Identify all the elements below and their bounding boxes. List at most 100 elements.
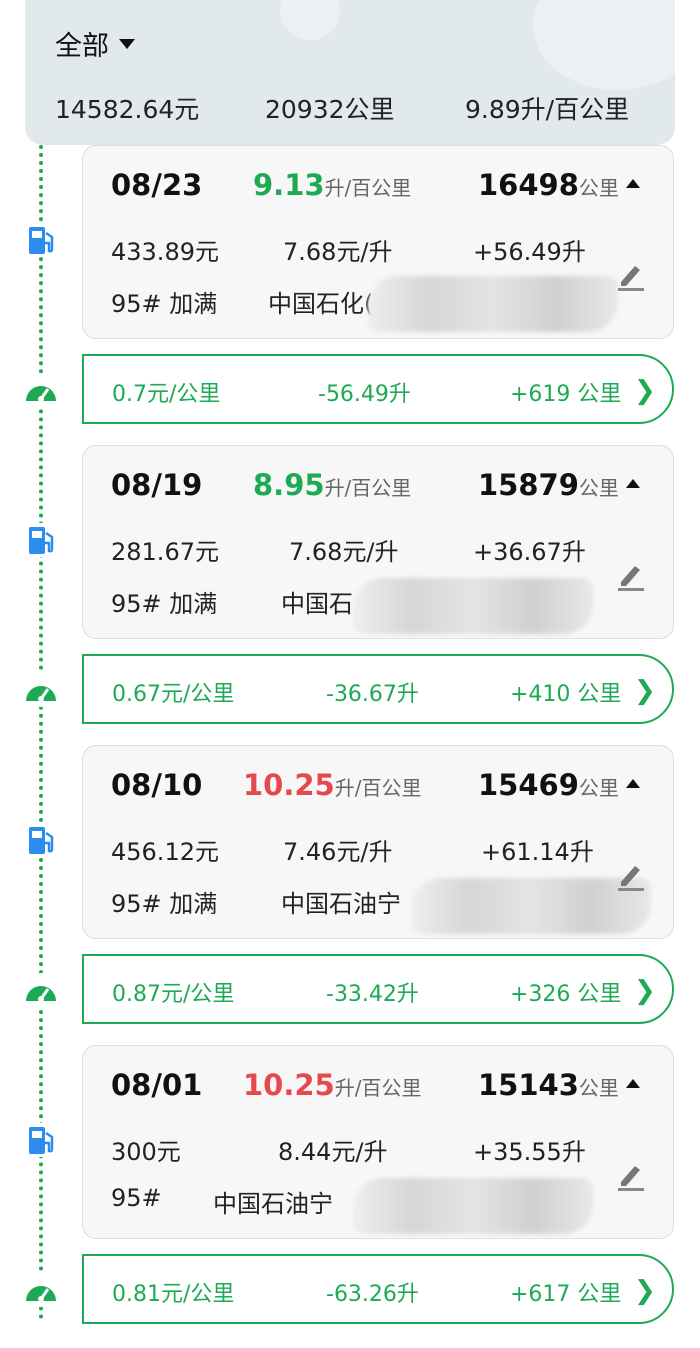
odometer-unit: 公里: [578, 1076, 619, 1100]
cost-per-km: 0.87元/公里: [112, 982, 235, 1007]
unit-price: 7.68元/升: [289, 538, 399, 566]
odometer: 15469公里: [478, 768, 619, 802]
station-name: 中国石油宁: [213, 1190, 333, 1218]
collapse-icon[interactable]: [626, 479, 640, 488]
consumption-value: 8.95: [253, 468, 325, 502]
station-name: 中国石化(/: [268, 290, 382, 318]
edit-icon[interactable]: [615, 558, 645, 592]
edit-icon[interactable]: [615, 258, 645, 292]
refuel-record-card[interactable]: 08/19 8.95升/百公里 15879公里 281.67元 7.68元/升 …: [82, 445, 674, 639]
segment-distance: +326 公里: [510, 982, 622, 1007]
timeline-line: [39, 145, 43, 1320]
speedometer-icon: [24, 373, 58, 407]
odometer-value: 16498: [478, 168, 579, 202]
unit-price: 8.44元/升: [278, 1138, 388, 1166]
record-date: 08/23: [111, 168, 203, 202]
odometer-unit: 公里: [578, 776, 619, 800]
fuel-used: -36.67升: [326, 682, 419, 707]
edit-icon[interactable]: [615, 1158, 645, 1192]
record-date: 08/19: [111, 468, 203, 502]
cost-per-km: 0.7元/公里: [112, 382, 221, 407]
speedometer-icon: [24, 673, 58, 707]
total-distance: 20932公里: [265, 95, 395, 124]
odometer-value: 15143: [478, 1068, 579, 1102]
fuel-pump-icon: [24, 1123, 58, 1157]
consumption: 8.95升/百公里: [253, 468, 411, 502]
collapse-icon[interactable]: [626, 179, 640, 188]
consumption-unit: 升/百公里: [324, 476, 412, 500]
fuel-used: -56.49升: [318, 382, 411, 407]
consumption-value: 10.25: [243, 768, 335, 802]
consumption: 10.25升/百公里: [243, 768, 421, 802]
odometer: 15143公里: [478, 1068, 619, 1102]
fuel-type: 95# 加满: [111, 890, 218, 918]
station-name: 中国石: [281, 590, 353, 618]
fuel-used: -33.42升: [326, 982, 419, 1007]
speedometer-icon: [24, 973, 58, 1007]
cost: 456.12元: [111, 838, 219, 866]
volume: +61.14升: [481, 838, 594, 866]
segment-distance: +410 公里: [510, 682, 622, 707]
fuel-pump-icon: [24, 223, 58, 257]
chevron-right-icon: ❯: [634, 1276, 656, 1306]
segment-summary-button[interactable]: 0.67元/公里 -36.67升 +410 公里 ❯: [82, 654, 674, 724]
volume: +36.67升: [473, 538, 586, 566]
fuel-type: 95# 加满: [111, 590, 218, 618]
segment-distance: +619 公里: [510, 382, 622, 407]
refuel-record-card[interactable]: 08/01 10.25升/百公里 15143公里 300元 8.44元/升 +3…: [82, 1045, 674, 1239]
consumption-unit: 升/百公里: [334, 776, 422, 800]
segment-distance: +617 公里: [510, 1282, 622, 1307]
caret-down-icon: [119, 38, 135, 49]
fuel-pump-icon: [24, 523, 58, 557]
refuel-record-card[interactable]: 08/10 10.25升/百公里 15469公里 456.12元 7.46元/升…: [82, 745, 674, 939]
chevron-right-icon: ❯: [634, 676, 656, 706]
record-date: 08/10: [111, 768, 203, 802]
collapse-icon[interactable]: [626, 1079, 640, 1088]
odometer: 15879公里: [478, 468, 619, 502]
speedometer-icon: [24, 1273, 58, 1307]
volume: +35.55升: [473, 1138, 586, 1166]
redacted-blur: [368, 276, 618, 332]
redacted-blur: [411, 878, 651, 934]
station-name: 中国石油宁: [281, 890, 401, 918]
segment-summary-button[interactable]: 0.81元/公里 -63.26升 +617 公里 ❯: [82, 1254, 674, 1324]
consumption: 9.13升/百公里: [253, 168, 411, 202]
cost-per-km: 0.81元/公里: [112, 1282, 235, 1307]
fuel-pump-icon: [24, 823, 58, 857]
summary-header: 全部 14582.64元 20932公里 9.89升/百公里: [25, 0, 675, 145]
segment-summary-button[interactable]: 0.87元/公里 -33.42升 +326 公里 ❯: [82, 954, 674, 1024]
volume: +56.49升: [473, 238, 586, 266]
odometer-value: 15879: [478, 468, 579, 502]
consumption: 10.25升/百公里: [243, 1068, 421, 1102]
odometer: 16498公里: [478, 168, 619, 202]
avg-consumption: 9.89升/百公里: [465, 95, 630, 124]
chevron-right-icon: ❯: [634, 976, 656, 1006]
filter-dropdown[interactable]: 全部: [55, 24, 135, 63]
chevron-right-icon: ❯: [634, 376, 656, 406]
fuel-type: 95# 加满: [111, 290, 218, 318]
odometer-unit: 公里: [578, 176, 619, 200]
redacted-blur: [353, 578, 593, 634]
cost: 433.89元: [111, 238, 219, 266]
consumption-value: 10.25: [243, 1068, 335, 1102]
fuel-used: -63.26升: [326, 1282, 419, 1307]
record-date: 08/01: [111, 1068, 203, 1102]
refuel-record-card[interactable]: 08/23 9.13升/百公里 16498公里 433.89元 7.68元/升 …: [82, 145, 674, 339]
cost-per-km: 0.67元/公里: [112, 682, 235, 707]
cost: 300元: [111, 1138, 181, 1166]
segment-summary-button[interactable]: 0.7元/公里 -56.49升 +619 公里 ❯: [82, 354, 674, 424]
unit-price: 7.46元/升: [283, 838, 393, 866]
odometer-value: 15469: [478, 768, 579, 802]
odometer-unit: 公里: [578, 476, 619, 500]
fuel-type: 95#: [111, 1184, 162, 1212]
unit-price: 7.68元/升: [283, 238, 393, 266]
consumption-unit: 升/百公里: [334, 1076, 422, 1100]
filter-label: 全部: [55, 31, 109, 62]
total-cost: 14582.64元: [55, 95, 200, 124]
redacted-blur: [353, 1178, 593, 1234]
collapse-icon[interactable]: [626, 779, 640, 788]
consumption-unit: 升/百公里: [324, 176, 412, 200]
cost: 281.67元: [111, 538, 219, 566]
consumption-value: 9.13: [253, 168, 325, 202]
edit-icon[interactable]: [615, 858, 645, 892]
